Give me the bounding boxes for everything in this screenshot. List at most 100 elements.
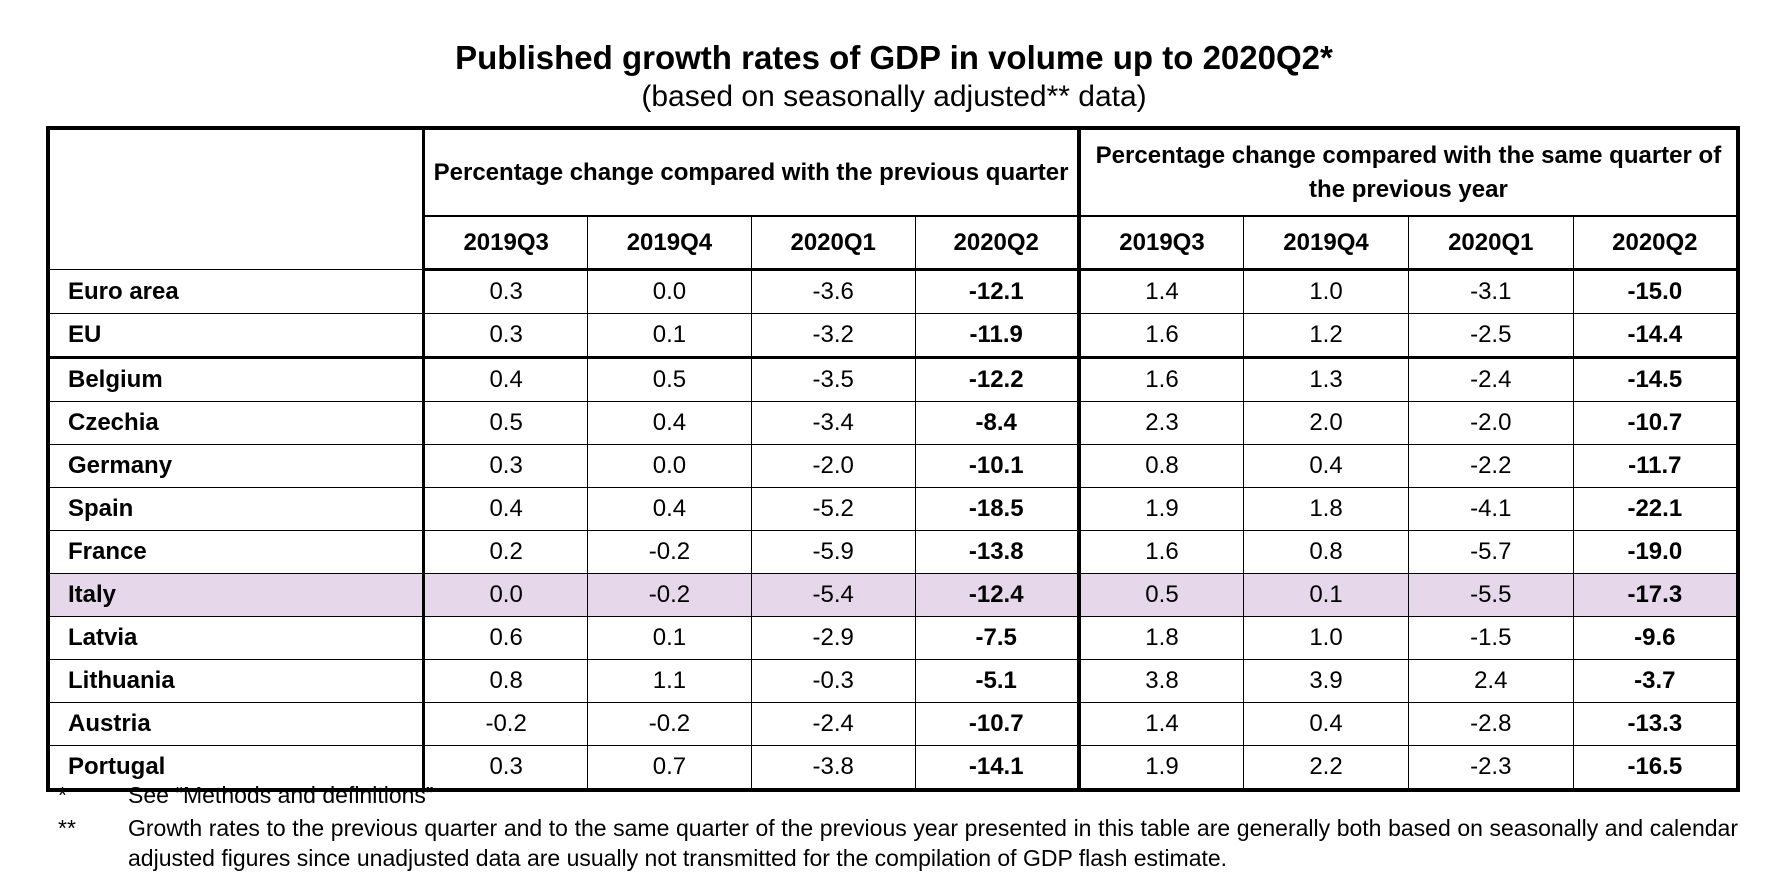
table-row: Germany 0.3 0.0 -2.0 -10.1 0.8 0.4 -2.2 -11.7: [47, 444, 1739, 488]
value-cell: 0.8: [422, 659, 589, 703]
value-cell: -3.2: [750, 313, 916, 359]
value-cell: 0.4: [422, 357, 589, 402]
column-header-py-2019q4: 2019Q4: [1243, 215, 1409, 271]
column-header-pq-2019q3: 2019Q3: [422, 215, 589, 271]
table-row: France 0.2 -0.2 -5.9 -13.8 1.6 0.8 -5.7 -19.0: [47, 530, 1739, 574]
value-cell: -12.1: [914, 269, 1080, 314]
value-cell: 0.4: [587, 401, 752, 445]
value-cell: -17.3: [1572, 573, 1739, 617]
value-cell: -5.2: [750, 487, 916, 531]
column-header-pq-2020q1: 2020Q1: [750, 215, 916, 271]
gdp-growth-table: Percentage change compared with the prev…: [46, 126, 1740, 792]
footnote-1-marker: *: [58, 782, 67, 808]
value-cell: -10.7: [914, 702, 1080, 746]
value-cell: -0.3: [750, 659, 916, 703]
country-cell: Italy: [47, 573, 425, 617]
value-cell: 0.1: [587, 313, 752, 359]
table-row: Italy 0.0 -0.2 -5.4 -12.4 0.5 0.1 -5.5 -17.3: [47, 573, 1739, 617]
value-cell: -18.5: [914, 487, 1080, 531]
value-cell: 3.8: [1076, 659, 1245, 703]
value-cell: -10.1: [914, 444, 1080, 488]
value-cell: 0.0: [587, 269, 752, 314]
value-cell: 0.1: [1243, 573, 1409, 617]
value-cell: 1.8: [1076, 616, 1245, 660]
value-cell: -2.4: [1407, 357, 1574, 402]
country-cell: Austria: [47, 702, 425, 746]
value-cell: -7.5: [914, 616, 1080, 660]
value-cell: -14.4: [1572, 313, 1739, 359]
column-header-py-2020q1: 2020Q1: [1407, 215, 1574, 271]
value-cell: -9.6: [1572, 616, 1739, 660]
value-cell: 1.4: [1076, 702, 1245, 746]
value-cell: -0.2: [587, 530, 752, 574]
value-cell: 0.2: [422, 530, 589, 574]
table-row: Belgium 0.4 0.5 -3.5 -12.2 1.6 1.3 -2.4 -14.5: [47, 357, 1739, 402]
value-cell: 2.0: [1243, 401, 1409, 445]
value-cell: -2.8: [1407, 702, 1574, 746]
value-cell: -14.5: [1572, 357, 1739, 402]
table-row: Lithuania 0.8 1.1 -0.3 -5.1 3.8 3.9 2.4 -3.7: [47, 659, 1739, 703]
value-cell: 2.3: [1076, 401, 1245, 445]
value-cell: 1.0: [1243, 616, 1409, 660]
value-cell: -5.1: [914, 659, 1080, 703]
value-cell: -1.5: [1407, 616, 1574, 660]
value-cell: -5.7: [1407, 530, 1574, 574]
value-cell: -2.0: [750, 444, 916, 488]
value-cell: -5.9: [750, 530, 916, 574]
value-cell: -3.5: [750, 357, 916, 402]
value-cell: -12.2: [914, 357, 1080, 402]
value-cell: 0.5: [422, 401, 589, 445]
value-cell: -0.2: [587, 573, 752, 617]
value-cell: -2.9: [750, 616, 916, 660]
country-cell: Czechia: [47, 401, 425, 445]
value-cell: -2.2: [1407, 444, 1574, 488]
value-cell: 0.1: [587, 616, 752, 660]
table-row: Latvia 0.6 0.1 -2.9 -7.5 1.8 1.0 -1.5 -9.6: [47, 616, 1739, 660]
table-row: Czechia 0.5 0.4 -3.4 -8.4 2.3 2.0 -2.0 -10.7: [47, 401, 1739, 445]
value-cell: 0.3: [422, 269, 589, 314]
value-cell: -13.8: [914, 530, 1080, 574]
table-row: Austria -0.2 -0.2 -2.4 -10.7 1.4 0.4 -2.8 -13.3: [47, 702, 1739, 746]
value-cell: -22.1: [1572, 487, 1739, 531]
value-cell: 1.9: [1076, 745, 1245, 791]
value-cell: -2.0: [1407, 401, 1574, 445]
value-cell: -0.2: [587, 702, 752, 746]
value-cell: 0.7: [587, 745, 752, 791]
value-cell: 0.4: [587, 487, 752, 531]
table-row: Euro area 0.3 0.0 -3.6 -12.1 1.4 1.0 -3.1 -15.0: [47, 269, 1739, 314]
value-cell: 1.1: [587, 659, 752, 703]
country-cell: Portugal: [47, 745, 425, 791]
column-header-py-2019q3: 2019Q3: [1076, 215, 1245, 271]
value-cell: 1.6: [1076, 313, 1245, 359]
country-cell: Lithuania: [47, 659, 425, 703]
column-header-pq-2019q4: 2019Q4: [587, 215, 752, 271]
footnote-2-marker: **: [58, 815, 76, 841]
value-cell: 1.0: [1243, 269, 1409, 314]
value-cell: 0.5: [587, 357, 752, 402]
country-cell: Belgium: [47, 357, 425, 402]
value-cell: 0.4: [1243, 444, 1409, 488]
table-row: Portugal 0.3 0.7 -3.8 -14.1 1.9 2.2 -2.3 -16.5: [47, 745, 1739, 791]
footnote-2: ** Growth rates to the previous quarter …: [58, 813, 1738, 877]
value-cell: -3.6: [750, 269, 916, 314]
value-cell: -16.5: [1572, 745, 1739, 791]
value-cell: 1.6: [1076, 357, 1245, 402]
value-cell: -8.4: [914, 401, 1080, 445]
value-cell: 2.4: [1407, 659, 1574, 703]
value-cell: -2.3: [1407, 745, 1574, 791]
footnote-1: * See “Methods and definitions”: [58, 780, 1738, 810]
value-cell: 0.4: [422, 487, 589, 531]
value-cell: -0.2: [422, 702, 589, 746]
column-header-py-2020q2: 2020Q2: [1572, 215, 1739, 271]
value-cell: 0.5: [1076, 573, 1245, 617]
value-cell: 0.3: [422, 313, 589, 359]
value-cell: -13.3: [1572, 702, 1739, 746]
value-cell: -14.1: [914, 745, 1080, 791]
country-cell: Euro area: [47, 269, 425, 314]
page-subtitle: (based on seasonally adjusted** data): [641, 80, 1147, 113]
value-cell: -5.4: [750, 573, 916, 617]
footnote-2-text: Growth rates to the previous quarter and…: [128, 815, 1738, 871]
value-cell: -3.8: [750, 745, 916, 791]
value-cell: -5.5: [1407, 573, 1574, 617]
value-cell: -19.0: [1572, 530, 1739, 574]
